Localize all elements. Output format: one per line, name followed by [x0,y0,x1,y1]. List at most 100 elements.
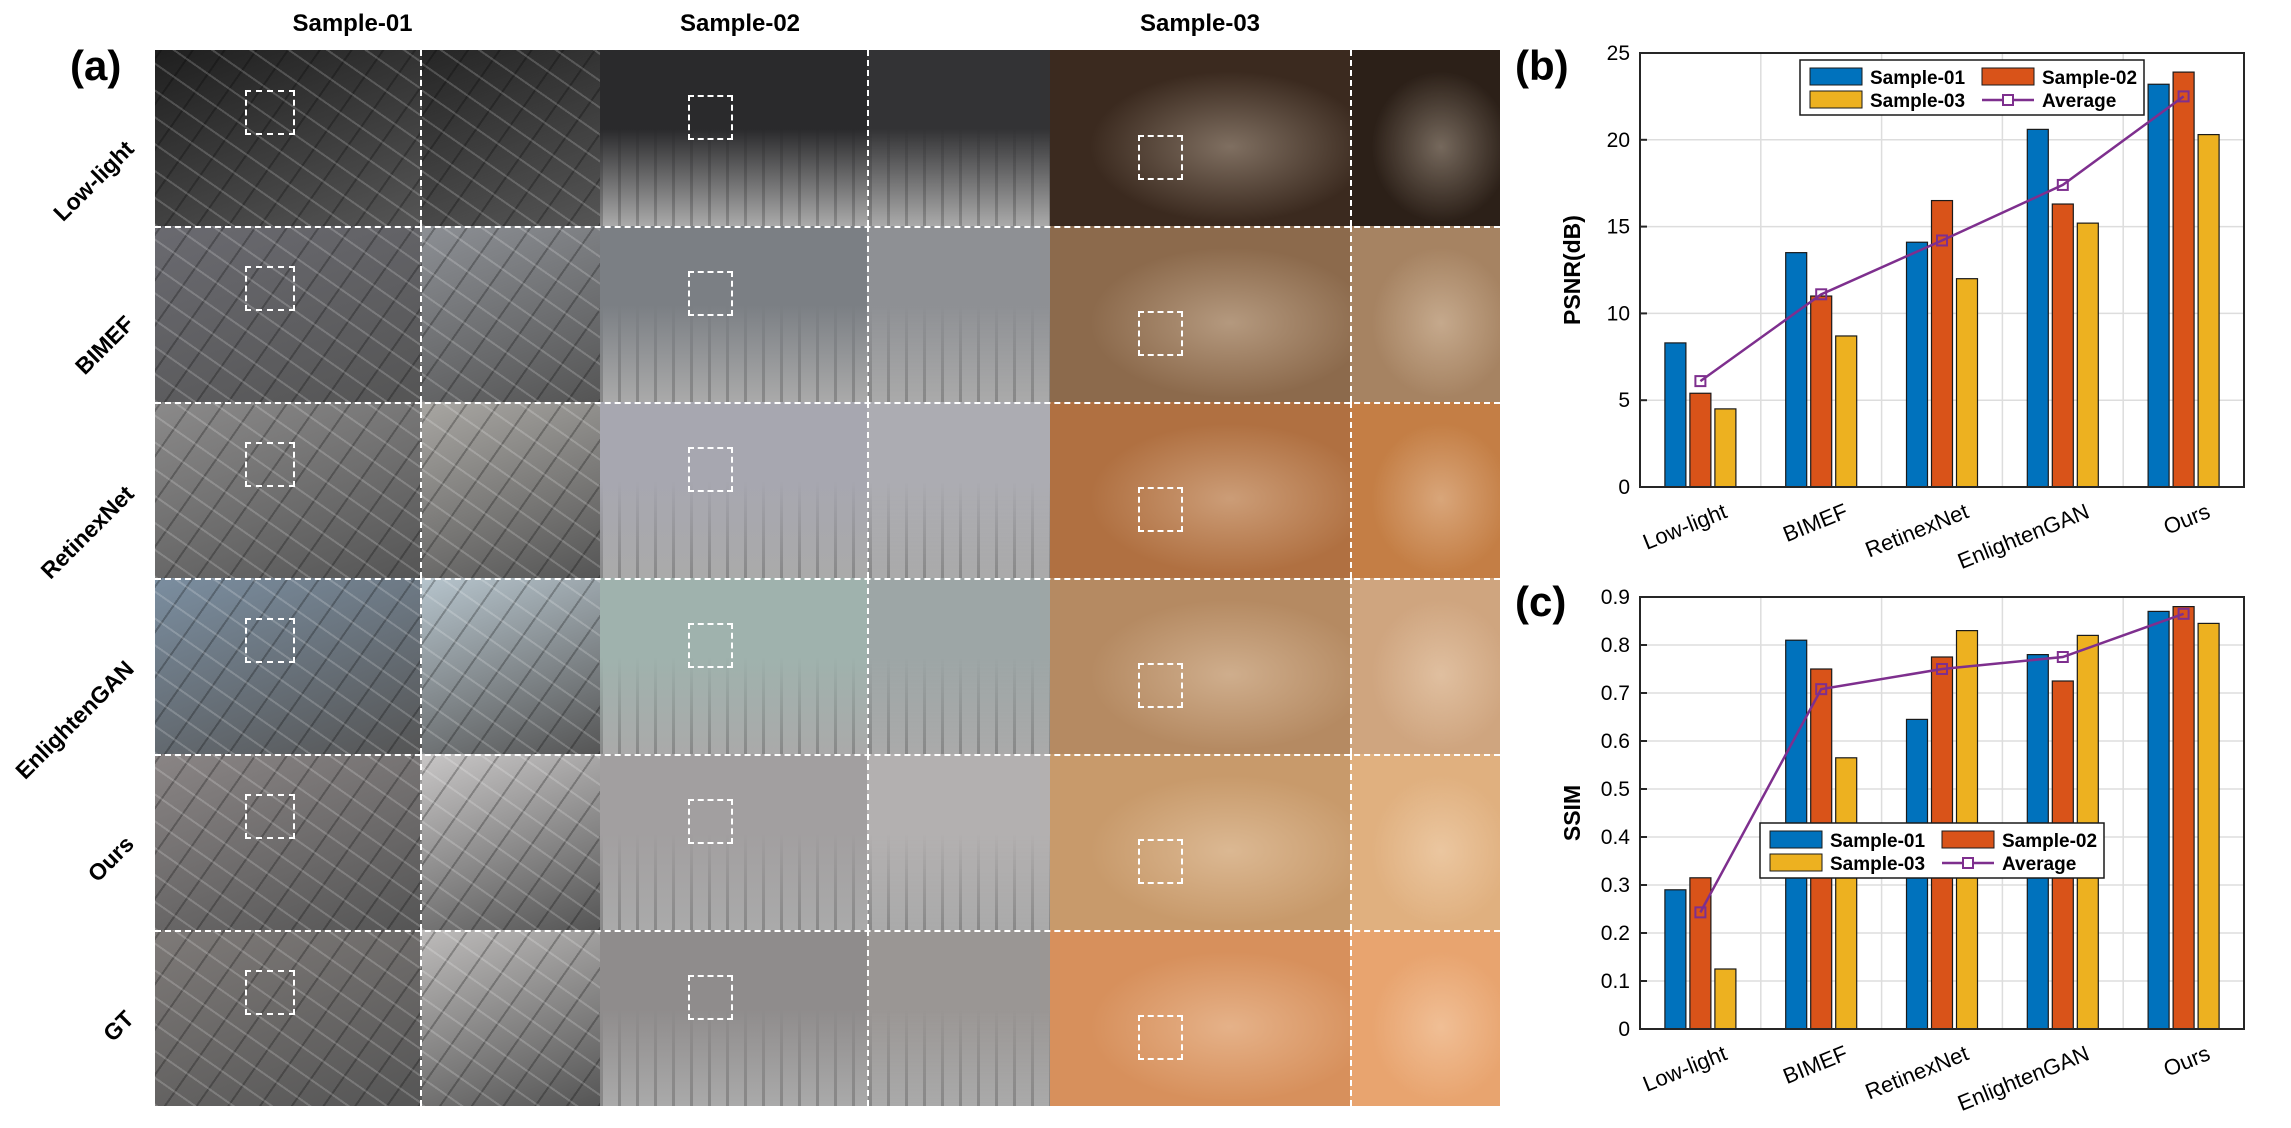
sample-03-full-photo [1050,226,1350,402]
average-line [1699,95,2185,383]
panel-a-label: (a) [70,42,122,89]
legend-swatch [1941,830,1995,849]
average-marker [2177,607,2190,620]
sample-01-zoom-photo [420,402,600,578]
sample-03-full-photo [1050,578,1350,754]
bar-sample-02 [1689,392,1712,488]
roi-box [688,975,733,1020]
bar-sample-03 [2197,622,2220,1030]
bar-sample-03 [2076,222,2099,488]
legend-label: Sample-01 [1830,831,1925,852]
y-tick-label: 0.2 [1601,922,1630,945]
sample-03-zoom-photo [1350,578,1500,754]
axes-box [1639,52,2245,488]
legend-label: Average [2002,854,2076,875]
panel-c-label: (c) [1515,578,1567,625]
y-axis-label: PSNR(dB) [1559,215,1585,325]
sample-01-zoom-photo [420,578,600,754]
roi-box [245,90,295,135]
legend-label: Sample-03 [1870,91,1965,112]
average-line [1699,612,2185,913]
y-tick-label: 0.8 [1601,634,1630,657]
y-tick-label: 0.7 [1601,682,1630,705]
sample-03-zoom-photo [1350,50,1500,226]
sample-03-zoom-photo [1350,402,1500,578]
sample-03-zoom-photo [1350,226,1500,402]
bar-sample-03 [2197,133,2220,488]
row-divider [155,754,1500,756]
roi-box [1138,311,1183,356]
bar-sample-01 [2147,83,2170,488]
y-tick-label: 0 [1618,476,1630,499]
y-tick-label: 15 [1607,216,1630,239]
panel-b-label: (b) [1515,42,1569,89]
legend-swatch [1809,90,1863,109]
sample-01-full-photo [155,754,420,930]
bar-sample-01 [2026,128,2049,488]
row-divider [155,578,1500,580]
legend-label: Sample-01 [1870,68,1965,89]
x-tick-label: BIMEF [1779,1040,1851,1088]
bar-sample-03 [1714,968,1737,1030]
row-divider [155,402,1500,404]
x-tick-label: Ours [2160,1040,2214,1081]
x-tick-label: EnlightenGAN [1954,1040,2093,1115]
row-label-gt: GT [97,1005,139,1047]
roi-box [688,271,733,316]
legend-label: Sample-02 [2042,68,2137,89]
roi-box [245,442,295,487]
bar-sample-03 [1835,335,1858,488]
average-marker [1694,375,1707,388]
sample-02-zoom-photo [867,50,1050,226]
x-tick-label: Low-light [1639,498,1730,554]
sample-02-zoom-photo [867,754,1050,930]
x-tick-label: BIMEF [1779,498,1851,546]
sample-03-zoom-photo [1350,754,1500,930]
y-tick-label: 25 [1607,42,1630,65]
sample-01-zoom-photo [420,754,600,930]
average-marker [1815,288,1828,301]
bar-sample-03 [1955,278,1979,488]
legend-label: Sample-02 [2002,831,2097,852]
y-tick-label: 0.5 [1601,778,1630,801]
roi-box [688,447,733,492]
average-marker [1694,906,1707,919]
legend-marker [2002,94,2014,106]
y-axis-label: SSIM [1559,785,1585,841]
row-label-bimef: BIMEF [69,310,139,380]
sample-01-full-photo [155,226,420,402]
bar-sample-01 [1785,252,1808,488]
y-tick-label: 0.6 [1601,730,1630,753]
row-label-ours: Ours [82,830,139,887]
image-grid [155,50,1500,1128]
y-tick-label: 0.1 [1601,970,1630,993]
legend-swatch [1769,830,1823,849]
sample-01-zoom-photo [420,50,600,226]
roi-box [245,794,295,839]
legend-label: Sample-03 [1830,854,1925,875]
sample-01-full-photo [155,402,420,578]
column-header-sample-01: Sample-01 [292,10,413,37]
roi-box [1138,1015,1183,1060]
sample-03-full-photo [1050,402,1350,578]
bar-sample-02 [1810,295,1833,488]
roi-box [688,799,733,844]
average-marker [2177,90,2190,103]
sample-02-full-photo [600,402,867,578]
column-header-sample-03: Sample-03 [1139,10,1261,37]
row-label-enlightengan: EnlightenGAN [10,655,139,785]
y-tick-label: 0.4 [1601,826,1631,849]
roi-box [245,266,295,311]
average-marker [1936,663,1948,675]
bar-sample-01 [1664,889,1687,1030]
row-label-low-light: Low-light [48,135,139,227]
sample-03-zoom-photo [1350,930,1500,1106]
roi-box [245,970,295,1015]
sample-02-zoom-photo [867,578,1050,754]
roi-box [245,618,295,663]
sample-01-full-photo [155,930,420,1106]
roi-box [688,623,733,668]
average-marker [1815,683,1828,696]
bar-sample-01 [2147,610,2170,1030]
